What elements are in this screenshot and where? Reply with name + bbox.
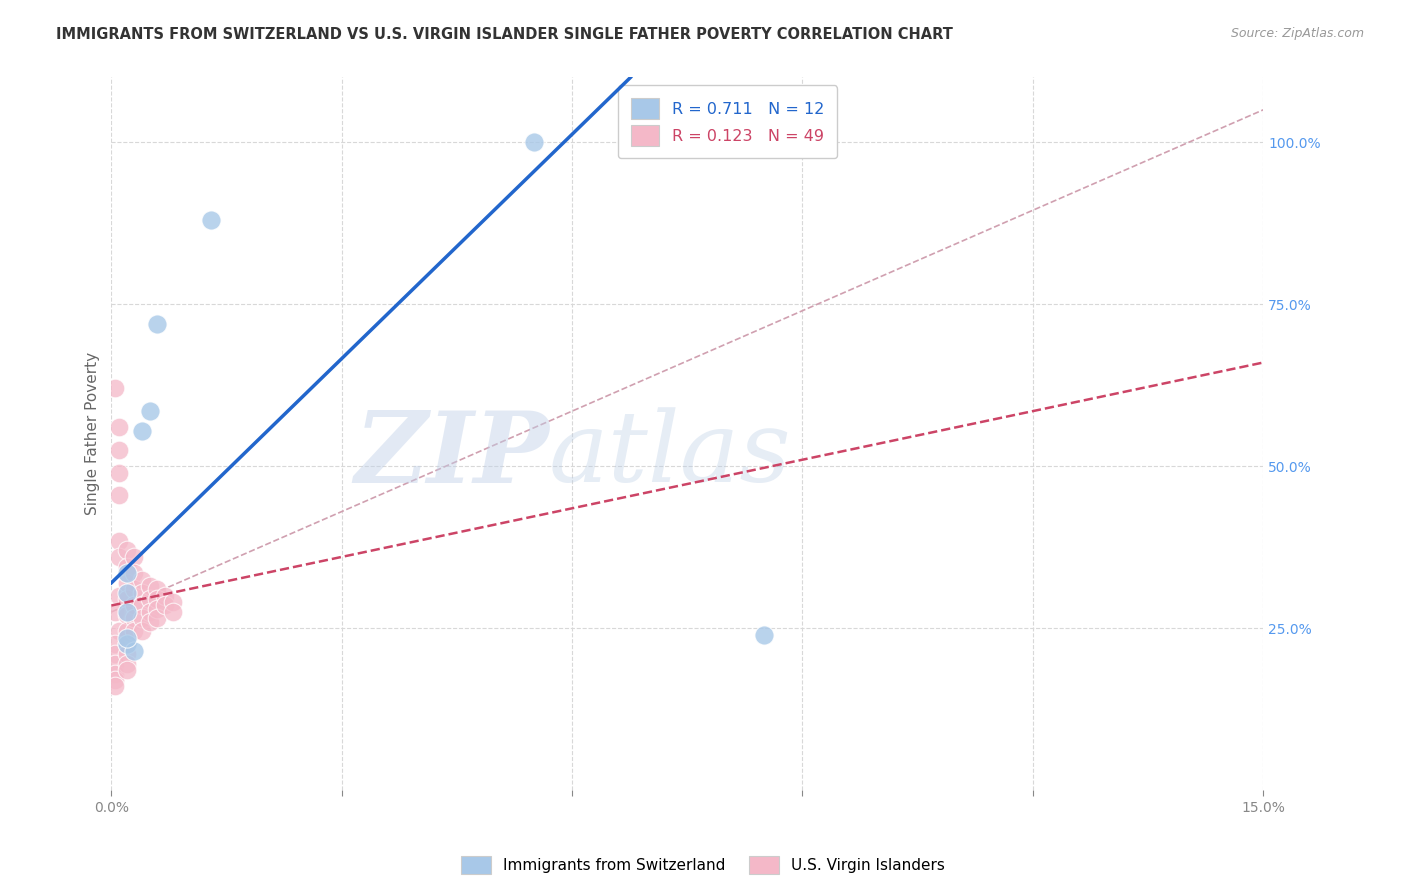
Text: atlas: atlas: [550, 408, 792, 503]
Point: [115, 637, 138, 651]
Point: [752, 627, 775, 641]
Point: [108, 466, 131, 480]
Point: [139, 615, 162, 629]
Point: [162, 605, 184, 619]
Point: [115, 631, 138, 645]
Point: [162, 595, 184, 609]
Point: [146, 601, 169, 615]
Point: [131, 611, 153, 625]
Point: [124, 611, 146, 625]
Point: [124, 582, 146, 597]
Point: [104, 605, 127, 619]
Point: [104, 637, 127, 651]
Point: [104, 657, 127, 671]
Point: [115, 647, 138, 661]
Point: [115, 637, 138, 651]
Point: [104, 647, 127, 661]
Point: [523, 135, 546, 149]
Point: [139, 404, 162, 418]
Point: [131, 585, 153, 599]
Point: [153, 599, 176, 613]
Point: [139, 605, 162, 619]
Point: [115, 605, 138, 619]
Text: Source: ZipAtlas.com: Source: ZipAtlas.com: [1230, 27, 1364, 40]
Point: [124, 599, 146, 613]
Point: [139, 592, 162, 607]
Point: [115, 657, 138, 671]
Point: [139, 579, 162, 593]
Point: [146, 592, 169, 607]
Point: [115, 624, 138, 639]
Text: ZIP: ZIP: [354, 407, 550, 503]
Point: [104, 680, 127, 694]
Point: [104, 381, 127, 395]
Point: [153, 589, 176, 603]
Legend: Immigrants from Switzerland, U.S. Virgin Islanders: Immigrants from Switzerland, U.S. Virgin…: [454, 850, 952, 880]
Point: [108, 533, 131, 548]
Point: [115, 559, 138, 574]
Point: [115, 585, 138, 599]
Point: [108, 589, 131, 603]
Point: [124, 566, 146, 580]
Point: [146, 317, 169, 331]
Point: [115, 608, 138, 623]
Point: [115, 575, 138, 590]
Y-axis label: Single Father Poverty: Single Father Poverty: [86, 352, 100, 516]
Point: [104, 666, 127, 681]
Point: [146, 611, 169, 625]
Point: [146, 582, 169, 597]
Point: [108, 420, 131, 434]
Point: [200, 213, 222, 227]
Point: [108, 488, 131, 502]
Text: IMMIGRANTS FROM SWITZERLAND VS U.S. VIRGIN ISLANDER SINGLE FATHER POVERTY CORREL: IMMIGRANTS FROM SWITZERLAND VS U.S. VIRG…: [56, 27, 953, 42]
Point: [108, 549, 131, 564]
Point: [131, 624, 153, 639]
Point: [124, 624, 146, 639]
Point: [131, 424, 153, 438]
Legend: R = 0.711   N = 12, R = 0.123   N = 49: R = 0.711 N = 12, R = 0.123 N = 49: [617, 86, 838, 159]
Point: [115, 663, 138, 677]
Point: [124, 644, 146, 658]
Point: [104, 673, 127, 687]
Point: [131, 599, 153, 613]
Point: [131, 573, 153, 587]
Point: [108, 624, 131, 639]
Point: [108, 442, 131, 457]
Point: [115, 566, 138, 580]
Point: [115, 592, 138, 607]
Point: [124, 549, 146, 564]
Point: [115, 543, 138, 558]
